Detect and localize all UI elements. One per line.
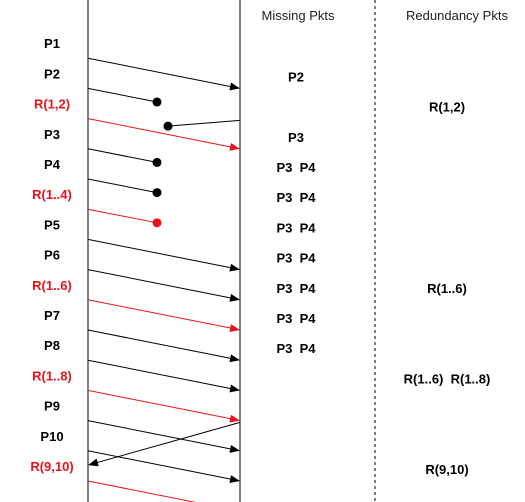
missing-pkts-entry: P3 P4 <box>276 220 316 235</box>
feedback-arrow <box>88 421 241 467</box>
packet-label-r-1-8: R(1..8) <box>32 368 72 383</box>
redundancy-pkts-entry: R(1..6) R(1..8) <box>404 371 491 386</box>
packet-lost-line-p3 <box>87 148 158 163</box>
packet-loss-dot-p3 <box>152 157 162 167</box>
missing-pkts-entry: P3 <box>288 130 304 145</box>
missing-pkts-entry: P3 P4 <box>276 311 316 326</box>
packet-arrow-r-9-10 <box>87 480 197 502</box>
packet-arrow-r-1-2 <box>87 118 240 151</box>
packet-arrow-p10 <box>87 450 240 483</box>
packet-loss-dot-p4 <box>152 188 162 198</box>
packet-arrow-r-1-6 <box>87 299 240 332</box>
packet-label-p5: P5 <box>44 217 60 232</box>
packet-label-r-1-4: R(1..4) <box>32 187 72 202</box>
feedback-lost-line <box>167 119 241 127</box>
redundancy-pkts-header: Redundancy Pkts <box>406 8 508 23</box>
packet-loss-dot-p2 <box>152 97 162 107</box>
packet-label-p8: P8 <box>44 338 60 353</box>
packet-label-p10: P10 <box>40 429 63 444</box>
feedback-loss-dot <box>163 121 173 131</box>
packet-arrow-r-1-8 <box>87 389 240 423</box>
feedback-layer <box>88 119 241 467</box>
packet-label-p6: P6 <box>44 248 60 263</box>
packet-loss-dot-r-1-4 <box>152 218 162 228</box>
packet-lost-line-r-1-4 <box>87 208 158 224</box>
missing-pkts-entry: P3 P4 <box>276 341 316 356</box>
packet-label-p1: P1 <box>44 36 60 51</box>
redundancy-pkts-entry: R(9,10) <box>425 462 468 477</box>
missing-pkts-entry: P3 P4 <box>276 190 316 205</box>
packet-arrow-p8 <box>87 359 240 393</box>
missing-pkts-entry: P3 P4 <box>276 160 316 175</box>
packet-label-p3: P3 <box>44 127 60 142</box>
packet-label-r-9-10: R(9,10) <box>30 459 73 474</box>
missing-pkts-entry: P3 P4 <box>276 251 316 266</box>
missing-pkts-entry: P2 <box>288 69 304 84</box>
missing-pkts-column: P2 P3 P3 P4 P3 P4 P3 P4 P3 P4 P3 P4 P3 P4 P3 P4 <box>276 69 316 356</box>
redundancy-pkts-entry: R(1,2) <box>429 100 465 115</box>
packet-lost-line-p2 <box>87 87 158 103</box>
packet-arrow-p7 <box>87 329 240 363</box>
packet-arrow-p5 <box>87 238 240 272</box>
packet-label-p2: P2 <box>44 66 60 81</box>
packet-arrow-p9 <box>87 420 240 453</box>
packet-arrow-p6 <box>87 269 240 302</box>
missing-pkts-entry: P3 P4 <box>276 281 316 296</box>
packets-layer: P1 P2 R(1,2) P3 P4 R(1..4) P5 P6 R(1..6) P7 P8 R(1.… <box>30 36 240 502</box>
packet-label-p7: P7 <box>44 308 60 323</box>
missing-pkts-header: Missing Pkts <box>262 8 335 23</box>
packet-label-r-1-2: R(1,2) <box>34 97 70 112</box>
packet-label-p4: P4 <box>44 157 61 172</box>
packet-lost-line-p4 <box>87 178 158 194</box>
packet-arrow-p1 <box>87 57 240 91</box>
redundancy-pkts-entry: R(1..6) <box>427 281 467 296</box>
redundancy-pkts-column: R(1,2) R(1..6) R(1..6) R(1..8) R(9,10) <box>404 100 491 477</box>
packet-label-r-1-6: R(1..6) <box>32 278 72 293</box>
packet-label-p9: P9 <box>44 399 60 414</box>
